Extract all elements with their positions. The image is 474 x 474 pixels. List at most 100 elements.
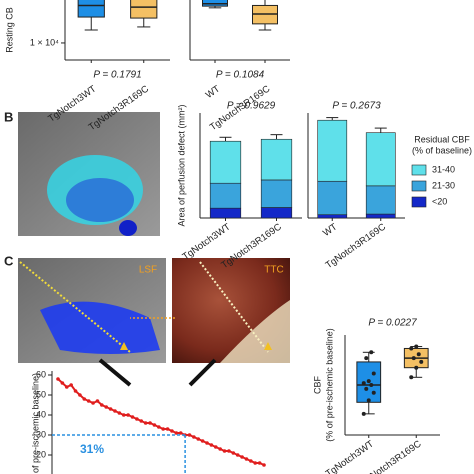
data-point xyxy=(78,393,82,397)
data-point xyxy=(209,443,214,447)
y-axis-label: (% of pre-ischemic baseline) xyxy=(324,328,334,442)
point xyxy=(361,411,366,416)
data-point xyxy=(213,445,218,449)
data-point xyxy=(192,435,196,439)
x-tick-label: WT xyxy=(321,221,340,239)
image-label: TTC xyxy=(264,265,283,276)
data-point xyxy=(165,427,170,431)
data-point xyxy=(95,399,100,403)
data-point xyxy=(200,439,205,443)
point xyxy=(371,371,376,376)
point xyxy=(414,365,419,370)
data-point xyxy=(170,429,174,433)
legend-label: 31-40 xyxy=(432,164,455,174)
y-tick-label: 1 × 10⁴ xyxy=(30,37,59,47)
point xyxy=(369,383,374,387)
legend-label: <20 xyxy=(432,196,447,206)
data-point xyxy=(240,455,244,459)
y-axis-label: Area of perfusion defect (mm²) xyxy=(176,104,186,226)
y-tick-label: 50 xyxy=(36,389,46,399)
p-value: P = 0.9629 xyxy=(227,101,276,112)
x-tick-label: TgNotch3WT xyxy=(181,221,233,262)
y-tick-label: 60 xyxy=(36,369,46,379)
data-point xyxy=(253,461,258,465)
perfusion-image xyxy=(18,112,160,236)
data-point xyxy=(157,425,161,429)
image-label: LSF xyxy=(139,265,157,276)
bar-segment xyxy=(260,138,293,181)
bar-segment xyxy=(365,185,396,215)
data-point xyxy=(161,427,165,431)
x-tick-label: WT xyxy=(204,83,223,101)
point xyxy=(364,356,369,361)
data-point xyxy=(126,413,130,417)
data-point xyxy=(64,385,69,389)
data-point xyxy=(82,397,87,401)
panel-label: C xyxy=(4,253,14,268)
data-point xyxy=(178,431,183,435)
y-axis-label: of pre-ischemic baseline) xyxy=(30,373,40,473)
arrows xyxy=(98,358,217,387)
point xyxy=(366,398,371,403)
data-point xyxy=(235,453,240,457)
data-point xyxy=(104,405,109,409)
box xyxy=(77,0,105,18)
data-point xyxy=(244,457,249,461)
bar-segment xyxy=(317,214,348,219)
annotation: 31% xyxy=(80,442,104,456)
bar-segment xyxy=(317,180,348,216)
y-axis-label: Resting CB xyxy=(4,7,14,53)
point xyxy=(371,390,376,395)
box xyxy=(130,0,158,19)
legend-title: Residual CBF xyxy=(414,134,470,144)
bar-segment xyxy=(209,182,242,209)
lsf-image xyxy=(18,258,166,363)
panel-label: B xyxy=(4,109,13,124)
bar-segment xyxy=(365,213,396,219)
p-value: P = 0.0227 xyxy=(368,318,417,329)
bar-segment xyxy=(260,207,293,219)
data-point xyxy=(148,421,152,425)
data-point xyxy=(91,401,95,405)
point xyxy=(364,386,369,391)
data-point xyxy=(121,413,126,417)
y-tick-label: 30 xyxy=(36,429,46,439)
data-point xyxy=(108,407,113,411)
bar-segment xyxy=(260,179,293,208)
point xyxy=(409,346,414,351)
data-point xyxy=(187,433,192,437)
bar-segment xyxy=(317,119,348,182)
data-point xyxy=(174,431,179,435)
data-point xyxy=(143,421,148,425)
x-tick-label: TgNotch3WT xyxy=(324,438,376,474)
data-point xyxy=(135,417,139,421)
point xyxy=(409,375,414,380)
data-point xyxy=(262,463,266,467)
data-point xyxy=(205,441,209,445)
data-point xyxy=(56,377,60,381)
y-tick-label: 20 xyxy=(36,449,46,459)
ttc-image xyxy=(172,258,290,363)
legend-swatch xyxy=(411,196,427,208)
data-point xyxy=(69,383,73,387)
data-point xyxy=(113,409,117,413)
p-value: P = 0.1791 xyxy=(93,70,141,81)
data-point xyxy=(196,437,201,441)
point xyxy=(419,359,424,364)
data-point xyxy=(73,389,78,393)
y-tick-label: 40 xyxy=(36,409,46,419)
data-point xyxy=(249,459,253,463)
legend-swatch xyxy=(411,180,427,192)
legend-swatch xyxy=(411,164,427,176)
legend-title: (% of baseline) xyxy=(412,145,472,155)
data-point xyxy=(86,399,91,403)
point xyxy=(411,356,416,361)
data-point xyxy=(227,449,231,453)
point xyxy=(414,344,419,349)
data-point xyxy=(218,447,222,451)
bar-segment xyxy=(365,132,396,187)
point xyxy=(416,352,421,357)
data-point xyxy=(152,423,157,427)
data-point xyxy=(231,451,236,455)
